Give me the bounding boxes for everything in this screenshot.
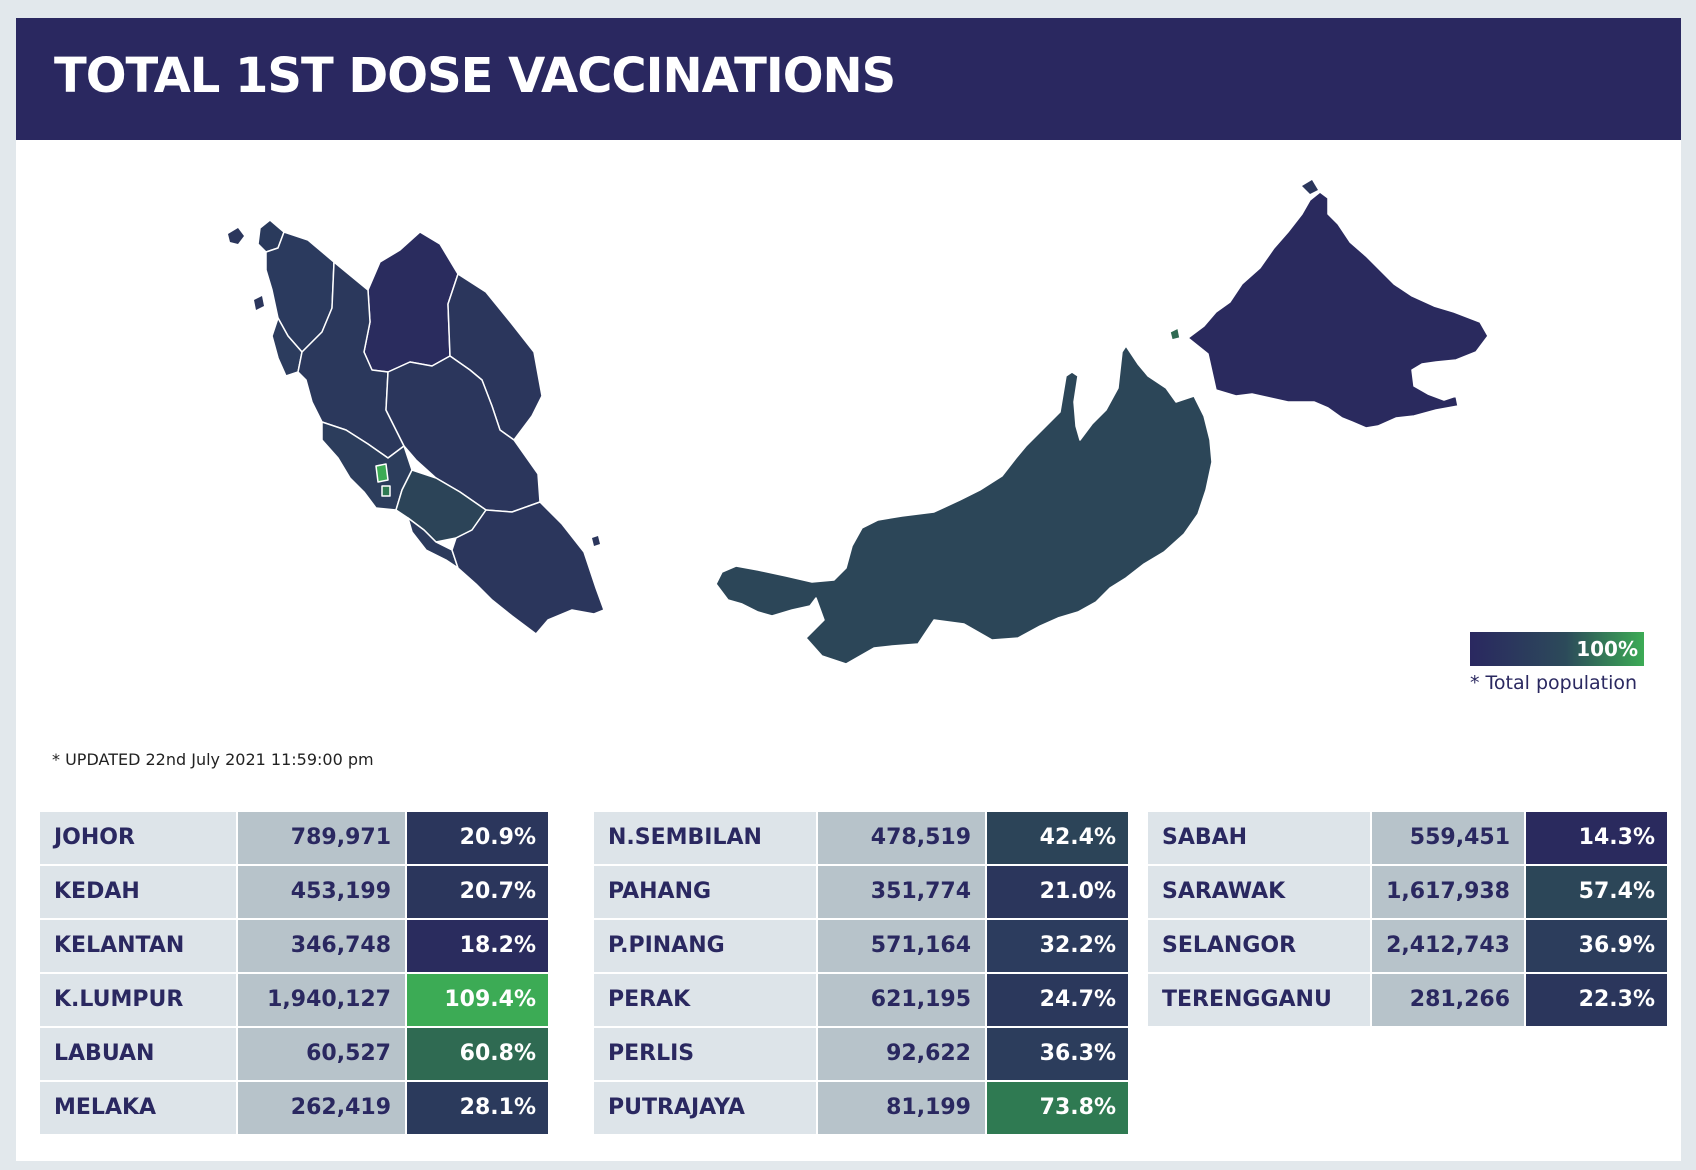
table-row: MELAKA 262,419 28.1% [40,1082,550,1136]
percent-cell: 20.7% [407,866,550,920]
percent-cell: 109.4% [407,974,550,1028]
dose-count: 789,971 [238,812,407,866]
map-region-kuala-lumpur[interactable] [375,463,389,483]
dose-count: 81,199 [818,1082,987,1136]
percent-cell: 18.2% [407,920,550,974]
malaysia-map [228,180,1489,665]
state-name: SELANGOR [1148,920,1372,974]
dose-count: 478,519 [818,812,987,866]
dose-count: 1,617,938 [1372,866,1526,920]
table-row: P.PINANG 571,164 32.2% [594,920,1130,974]
percent-cell: 14.3% [1526,812,1669,866]
map-region-johor[interactable] [451,501,605,635]
map-region-penang[interactable] [271,317,303,377]
table-row: N.SEMBILAN 478,519 42.4% [594,812,1130,866]
state-name: N.SEMBILAN [594,812,818,866]
vaccination-card: TOTAL 1ST DOSE VACCINATIONS [16,18,1681,1161]
dose-count: 559,451 [1372,812,1526,866]
map-region-putrajaya[interactable] [381,485,391,497]
table-row: KEDAH 453,199 20.7% [40,866,550,920]
dose-count: 346,748 [238,920,407,974]
table-row: PERLIS 92,622 36.3% [594,1028,1130,1082]
table-row: LABUAN 60,527 60.8% [40,1028,550,1082]
page-title: TOTAL 1ST DOSE VACCINATIONS [54,48,896,104]
table-row: KELANTAN 346,748 18.2% [40,920,550,974]
state-name: P.PINANG [594,920,818,974]
percent-cell: 36.9% [1526,920,1669,974]
legend-note: * Total population [1470,672,1638,694]
table-row: PERAK 621,195 24.7% [594,974,1130,1028]
state-name: PERLIS [594,1028,818,1082]
updated-timestamp: * UPDATED 22nd July 2021 11:59:00 pm [52,750,374,769]
percent-cell: 20.9% [407,812,550,866]
percent-cell: 57.4% [1526,866,1669,920]
dose-count: 92,622 [818,1028,987,1082]
percent-cell: 42.4% [987,812,1130,866]
legend-max-label: 100% [1576,637,1638,661]
state-table-3: SABAH 559,451 14.3% SARAWAK 1,617,938 57.4% SE… [1148,812,1669,1028]
table-row: SABAH 559,451 14.3% [1148,812,1669,866]
state-table-2: N.SEMBILAN 478,519 42.4% PAHANG 351,774 21.0%… [594,812,1130,1136]
dose-count: 453,199 [238,866,407,920]
title-bar: TOTAL 1ST DOSE VACCINATIONS [16,18,1681,140]
dose-count: 1,940,127 [238,974,407,1028]
percent-cell: 32.2% [987,920,1130,974]
table-row: TERENGGANU 281,266 22.3% [1148,974,1669,1028]
map-region-pahang[interactable] [385,355,541,513]
map-region-sabah[interactable] [1187,191,1489,429]
table-row: SELANGOR 2,412,743 36.9% [1148,920,1669,974]
state-name: PUTRAJAYA [594,1082,818,1136]
state-name: TERENGGANU [1148,974,1372,1028]
table-row: JOHOR 789,971 20.9% [40,812,550,866]
legend-gradient-bar: 100% [1470,632,1644,666]
percent-cell: 21.0% [987,866,1130,920]
percent-cell: 28.1% [407,1082,550,1136]
map-region-labuan[interactable] [1169,327,1181,341]
dose-count: 2,412,743 [1372,920,1526,974]
state-name: MELAKA [40,1082,238,1136]
percent-cell: 22.3% [1526,974,1669,1028]
table-row: K.LUMPUR 1,940,127 109.4% [40,974,550,1028]
map-region-negeri-sembilan[interactable] [395,469,487,543]
dose-count: 351,774 [818,866,987,920]
dose-count: 262,419 [238,1082,407,1136]
dose-count: 621,195 [818,974,987,1028]
table-row: PAHANG 351,774 21.0% [594,866,1130,920]
state-name: PAHANG [594,866,818,920]
percent-cell: 73.8% [987,1082,1130,1136]
state-name: PERAK [594,974,818,1028]
map-region-kelantan[interactable] [363,231,459,373]
dose-count: 60,527 [238,1028,407,1082]
state-name: KEDAH [40,866,238,920]
map-region-sarawak[interactable] [715,345,1213,665]
percent-cell: 36.3% [987,1028,1130,1082]
table-row: PUTRAJAYA 81,199 73.8% [594,1082,1130,1136]
state-table-1: JOHOR 789,971 20.9% KEDAH 453,199 20.7% KELANT… [40,812,550,1136]
dose-count: 571,164 [818,920,987,974]
state-name: SABAH [1148,812,1372,866]
percent-cell: 24.7% [987,974,1130,1028]
state-name: LABUAN [40,1028,238,1082]
state-name: SARAWAK [1148,866,1372,920]
state-name: KELANTAN [40,920,238,974]
state-name: JOHOR [40,812,238,866]
dose-count: 281,266 [1372,974,1526,1028]
state-name: K.LUMPUR [40,974,238,1028]
table-row: SARAWAK 1,617,938 57.4% [1148,866,1669,920]
percent-cell: 60.8% [407,1028,550,1082]
